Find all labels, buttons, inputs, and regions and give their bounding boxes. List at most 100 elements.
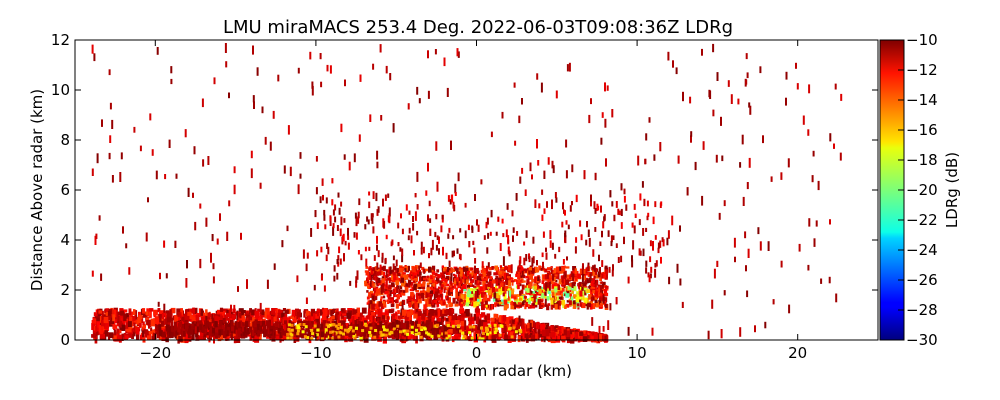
echo-cell: [381, 312, 386, 318]
echo-cell: [420, 326, 423, 330]
echo-cell: [504, 303, 509, 309]
echo-cell: [366, 290, 369, 293]
echo-cell: [205, 315, 208, 322]
echo-cell: [380, 304, 385, 310]
echo-cell: [445, 279, 448, 284]
echo-cell: [165, 273, 168, 279]
echo-cell: [423, 268, 426, 274]
echo-cell: [489, 231, 492, 236]
echo-cell: [565, 330, 570, 338]
echo-cell: [424, 290, 427, 295]
echo-cell: [561, 266, 566, 272]
echo-cell: [397, 242, 400, 247]
echo-cell: [445, 332, 449, 340]
echo-cell: [271, 335, 276, 342]
echo-cell: [540, 82, 543, 93]
echo-cell: [324, 328, 328, 332]
echo-cell: [578, 281, 582, 287]
echo-cell: [192, 192, 194, 198]
echo-cell: [393, 275, 397, 281]
echo-cell: [279, 336, 282, 343]
echo-cell: [601, 260, 604, 267]
echo-cell: [577, 303, 580, 307]
echo-cell: [444, 331, 448, 335]
echo-cell: [739, 327, 742, 337]
echo-cell: [707, 330, 710, 340]
echo-cell: [114, 319, 117, 324]
echo-cell: [420, 328, 424, 331]
echo-cell: [322, 309, 325, 318]
echo-cell: [399, 285, 403, 290]
echo-cell: [344, 240, 347, 246]
echo-cell: [446, 291, 450, 295]
echo-cell: [412, 223, 415, 231]
echo-cell: [517, 294, 521, 298]
echo-cell: [109, 102, 112, 110]
echo-cell: [544, 291, 547, 296]
echo-cell: [365, 258, 368, 267]
echo-cell: [408, 301, 412, 308]
echo-cell: [533, 333, 538, 339]
echo-cell: [284, 320, 287, 327]
echo-cell: [545, 247, 547, 252]
echo-cell: [577, 335, 581, 343]
echo-cell: [296, 275, 299, 283]
echo-cell: [274, 321, 278, 328]
echo-cell: [324, 224, 327, 230]
echo-cell: [602, 295, 605, 304]
echo-cell: [380, 115, 383, 121]
echo-cell: [491, 266, 494, 270]
echo-cell: [395, 280, 400, 285]
echo-cell: [502, 292, 505, 297]
echo-cell: [226, 310, 229, 314]
echo-cell: [466, 299, 470, 304]
echo-cell: [450, 267, 453, 273]
echo-cell: [306, 336, 310, 340]
echo-cell: [320, 81, 323, 88]
echo-cell: [595, 301, 599, 308]
echo-cell: [404, 268, 407, 272]
echo-cell: [134, 315, 138, 320]
echo-cell: [211, 318, 215, 325]
echo-cell: [408, 265, 410, 271]
echo-cell: [360, 329, 364, 336]
echo-cell: [503, 299, 508, 305]
echo-cell: [409, 273, 414, 276]
echo-cell: [648, 274, 651, 283]
echo-cell: [406, 321, 410, 328]
echo-cell: [398, 268, 403, 273]
echo-cell: [452, 330, 458, 334]
echo-cell: [590, 199, 592, 207]
x-tick-label: 0: [472, 344, 482, 362]
echo-cell: [620, 208, 623, 216]
echo-cell: [650, 266, 653, 273]
echo-cell: [491, 335, 497, 343]
echo-cell: [787, 158, 790, 168]
echo-cell: [347, 235, 350, 240]
echo-cell: [507, 297, 510, 301]
echo-cell: [368, 303, 371, 309]
echo-cell: [746, 182, 749, 190]
echo-cell: [453, 274, 457, 280]
echo-cell: [164, 174, 167, 180]
echo-cell: [313, 328, 316, 335]
echo-cell: [527, 278, 530, 285]
echo-cell: [234, 325, 237, 332]
echo-cell: [720, 329, 723, 339]
echo-cell: [528, 284, 532, 289]
echo-cell: [376, 235, 378, 244]
echo-cell: [96, 328, 99, 336]
echo-cell: [323, 214, 326, 221]
echo-cell: [543, 283, 546, 289]
echo-cell: [433, 324, 437, 328]
echo-cell: [434, 49, 437, 55]
echo-cell: [331, 330, 335, 334]
echo-cell: [220, 329, 224, 336]
echo-cell: [376, 288, 380, 294]
echo-cell: [368, 330, 372, 334]
echo-cell: [461, 331, 465, 335]
echo-cell: [391, 322, 395, 328]
x-axis-label: Distance from radar (km): [382, 362, 572, 380]
echo-cell: [562, 329, 567, 336]
echo-cell: [526, 283, 530, 287]
